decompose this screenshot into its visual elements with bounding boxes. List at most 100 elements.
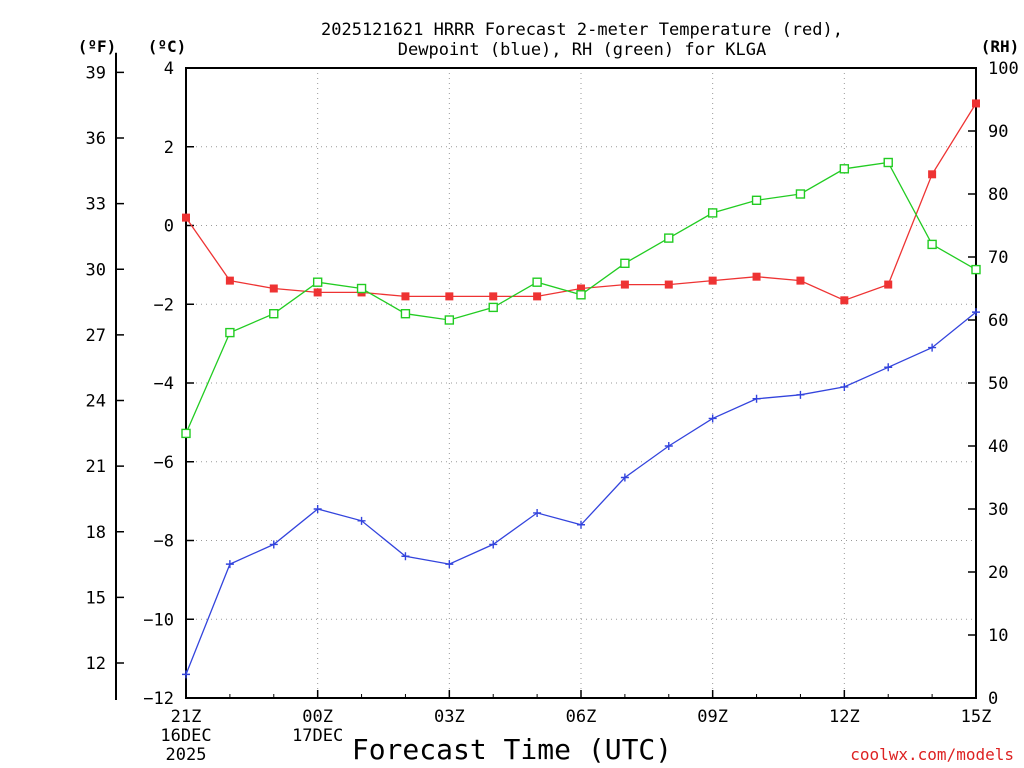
rh-unit-label: (RH) [981, 37, 1020, 56]
dewpoint-point [620, 473, 629, 482]
rh-tick-label: 60 [988, 311, 1008, 331]
temperature-point [445, 292, 454, 301]
fahrenheit-tick-label: 21 [86, 457, 106, 477]
celsius-tick-label: −10 [143, 610, 174, 630]
rh-point [795, 189, 806, 199]
temperature-point [620, 280, 629, 289]
temperature-point [577, 284, 585, 293]
temperature-point [928, 170, 937, 179]
rh-point [181, 428, 191, 439]
x-tick-label: 12Z [829, 707, 860, 727]
rh-point [488, 302, 498, 313]
celsius-tick-label: −8 [154, 532, 174, 552]
celsius-tick-label: −6 [154, 453, 174, 473]
temperature-point [182, 213, 190, 222]
dewpoint-point [269, 540, 278, 549]
temperature-point [840, 296, 849, 305]
x-tick-date-label: 17DEC [292, 726, 343, 746]
rh-tick-label: 0 [988, 689, 998, 709]
temperature-line [185, 103, 977, 302]
temperature-point [269, 284, 278, 293]
dewpoint-point [445, 560, 454, 569]
chart-title-line1: 2025121621 HRRR Forecast 2-meter Tempera… [321, 20, 843, 40]
x-axis-title: Forecast Time (UTC) [352, 733, 672, 766]
rh-tick-label: 70 [988, 248, 1008, 268]
dewpoint-point [884, 363, 893, 372]
celsius-unit-label: (ºC) [148, 37, 187, 56]
temperature-point [972, 99, 980, 108]
dewpoint-point [708, 414, 717, 423]
fahrenheit-tick-label: 24 [86, 392, 106, 412]
fahrenheit-tick-label: 33 [86, 195, 106, 215]
dewpoint-point [972, 308, 980, 317]
rh-point [400, 309, 411, 319]
temperature-point [708, 276, 717, 285]
axes: 39363330272421181512420−2−4−6−8−10−12100… [86, 52, 1019, 765]
dewpoint-point [752, 394, 761, 403]
x-tick-label: 06Z [566, 707, 597, 727]
rh-tick-label: 80 [988, 185, 1008, 205]
celsius-tick-label: 2 [164, 138, 174, 158]
fahrenheit-tick-label: 39 [86, 63, 106, 83]
rh-point [971, 264, 981, 275]
chart-title-line2: Dewpoint (blue), RH (green) for KLGA [398, 40, 766, 60]
rh-point [839, 164, 850, 174]
x-tick-year-label: 2025 [166, 745, 207, 765]
dewpoint-point [225, 560, 234, 569]
temperature-point [796, 276, 805, 285]
rh-point [707, 208, 718, 218]
x-tick-label: 03Z [434, 707, 465, 727]
temperature-point [664, 280, 673, 289]
rh-point [444, 315, 455, 325]
dewpoint-point [313, 505, 322, 513]
fahrenheit-tick-label: 30 [86, 260, 106, 280]
rh-point [620, 258, 630, 268]
fahrenheit-tick-label: 12 [86, 654, 106, 674]
fahrenheit-tick-label: 27 [86, 326, 106, 346]
rh-point [312, 277, 323, 287]
rh-point [664, 233, 674, 243]
dewpoint-point [182, 670, 190, 679]
rh-point [269, 309, 279, 319]
rh-tick-label: 30 [988, 500, 1008, 520]
celsius-tick-label: −4 [154, 374, 174, 394]
dewpoint-point [840, 382, 849, 391]
temperature-point [533, 292, 542, 301]
rh-tick-label: 10 [988, 626, 1008, 646]
dewpoint-point [796, 390, 805, 399]
dewpoint-point [489, 540, 498, 549]
rh-point [576, 290, 586, 300]
temperature-point [884, 280, 893, 289]
x-tick-label: 15Z [961, 707, 992, 727]
credit-text: coolwx.com/models [850, 745, 1014, 764]
x-tick-label: 21Z [171, 707, 202, 727]
rh-point [532, 277, 542, 287]
dewpoint-point [357, 516, 366, 525]
temperature-point [489, 292, 498, 301]
rh-tick-label: 20 [988, 563, 1008, 583]
celsius-tick-label: 4 [164, 59, 174, 79]
grid-lines [186, 68, 976, 698]
dewpoint-point [928, 343, 937, 352]
fahrenheit-tick-label: 18 [86, 523, 106, 543]
fahrenheit-unit-label: (ºF) [78, 37, 117, 56]
rh-tick-label: 50 [988, 374, 1008, 394]
rh-point [927, 239, 937, 250]
temperature-point [401, 292, 410, 301]
x-tick-label: 09Z [697, 707, 728, 727]
rh-point [751, 195, 762, 206]
rh-point [883, 157, 893, 168]
dewpoint-point [577, 520, 585, 529]
rh-tick-label: 90 [988, 122, 1008, 142]
rh-point [225, 327, 235, 338]
dewpoint-point [533, 508, 542, 517]
x-tick-date-label: 16DEC [160, 726, 211, 746]
rh-point [356, 283, 367, 294]
rh-tick-label: 40 [988, 437, 1008, 457]
celsius-tick-label: 0 [164, 217, 174, 237]
rh-tick-label: 100 [988, 59, 1019, 79]
fahrenheit-tick-label: 36 [86, 129, 106, 149]
celsius-tick-label: −12 [143, 689, 174, 709]
celsius-tick-label: −2 [154, 295, 174, 315]
